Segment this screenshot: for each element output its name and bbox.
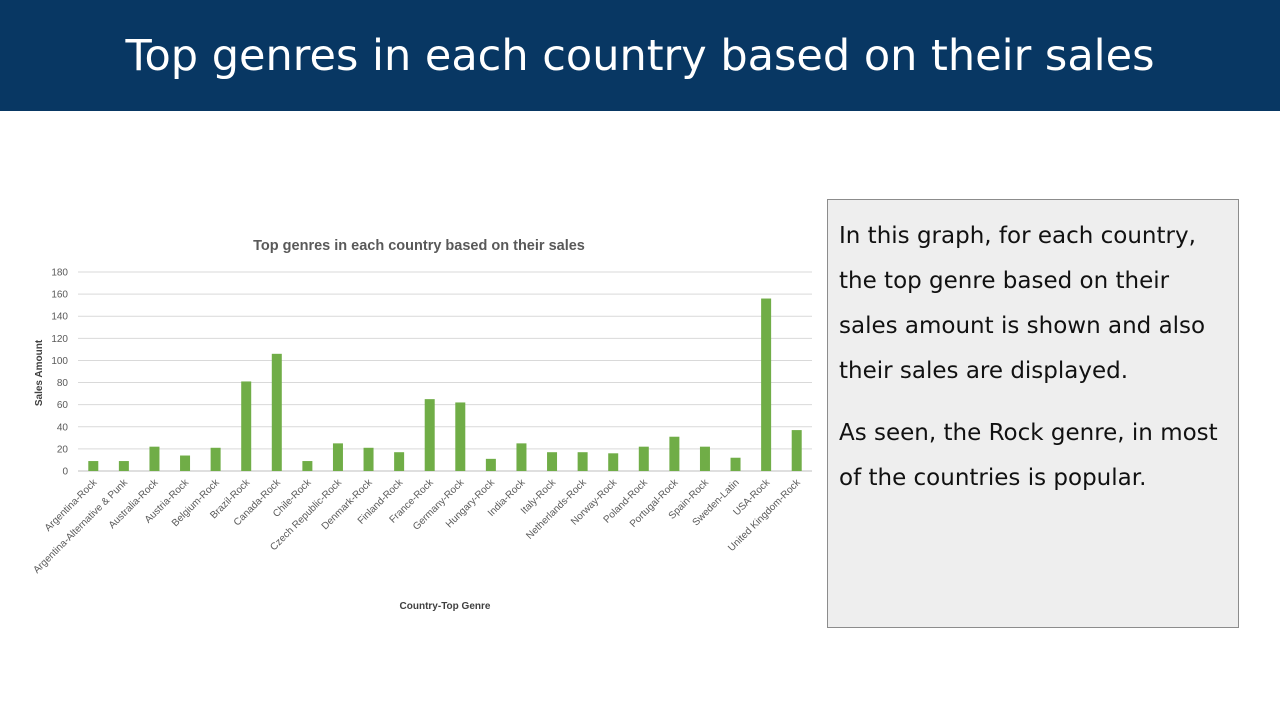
bar	[88, 461, 99, 471]
y-tick-label: 140	[51, 312, 68, 323]
bar	[638, 446, 649, 471]
bar	[149, 446, 160, 471]
bar	[271, 353, 282, 471]
slide-title-bar: Top genres in each country based on thei…	[0, 0, 1280, 111]
gridlines	[78, 271, 812, 472]
y-tick-label: 160	[51, 290, 68, 301]
bar	[761, 298, 772, 471]
bar	[424, 399, 435, 471]
y-tick-label: 120	[51, 334, 68, 345]
bar	[577, 452, 588, 471]
chart-title: Top genres in each country based on thei…	[253, 238, 585, 254]
y-tick-label: 40	[57, 422, 69, 433]
bar	[699, 446, 710, 471]
y-tick-label: 100	[51, 356, 68, 367]
commentary-paragraph-2: As seen, the Rock genre, in most of the …	[839, 420, 1218, 491]
bar	[302, 461, 313, 471]
y-tick-label: 0	[62, 467, 68, 478]
x-tick-label: Argentina-Rock	[43, 477, 100, 534]
chart-svg: Top genres in each country based on thei…	[31, 238, 812, 612]
y-axis-ticks: 0 20 40 60 80 100 120 140 160 180	[51, 268, 68, 478]
slide-title: Top genres in each country based on thei…	[125, 30, 1155, 81]
bars	[88, 298, 802, 471]
commentary-box: In this graph, for each country, the top…	[827, 199, 1239, 628]
bar	[332, 443, 343, 471]
bar	[516, 443, 527, 471]
commentary-paragraph-1: In this graph, for each country, the top…	[839, 223, 1206, 384]
bar	[241, 381, 252, 471]
y-tick-label: 80	[57, 378, 69, 389]
bar	[485, 458, 496, 471]
bar	[455, 402, 466, 471]
bar	[669, 436, 680, 471]
y-tick-label: 20	[57, 444, 69, 455]
bar	[210, 447, 221, 471]
x-axis-label: Country-Top Genre	[400, 601, 491, 612]
bar-chart: Top genres in each country based on thei…	[0, 225, 830, 625]
y-tick-label: 180	[51, 268, 68, 279]
bar	[363, 447, 374, 471]
bar	[608, 453, 619, 471]
bar	[394, 452, 405, 471]
bar	[547, 452, 558, 471]
bar	[118, 461, 129, 471]
bar	[791, 430, 802, 471]
y-tick-label: 60	[57, 400, 69, 411]
y-axis-label: Sales Amount	[34, 339, 45, 406]
bar	[730, 457, 741, 471]
bar	[180, 455, 191, 471]
